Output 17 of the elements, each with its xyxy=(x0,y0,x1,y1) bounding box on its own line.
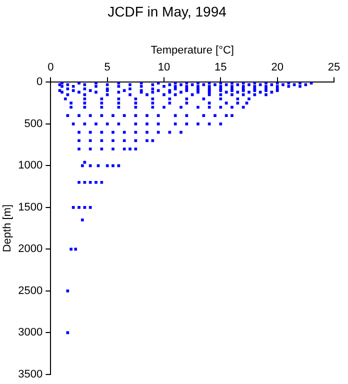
x-tick-label: 5 xyxy=(104,62,110,74)
y-tick-label: 3000 xyxy=(18,326,43,339)
y-tick-label: 1000 xyxy=(18,160,43,172)
y-tick-label: 2500 xyxy=(18,284,43,297)
y-tick-label: 1500 xyxy=(18,201,43,214)
chart-title: JCDF in May, 1994 xyxy=(108,3,227,20)
y-tick-label: 2000 xyxy=(18,243,43,256)
x-axis-title: Temperature [°C] xyxy=(150,44,234,56)
y-tick-label: 3500 xyxy=(18,368,43,380)
x-tick-label: 10 xyxy=(158,62,170,74)
x-tick-label: 15 xyxy=(214,62,227,74)
x-tick-label: 25 xyxy=(328,62,340,74)
y-tick-label: 0 xyxy=(36,76,43,88)
x-tick-label: 20 xyxy=(271,62,284,74)
x-tick-label: 0 xyxy=(48,62,54,74)
y-tick-label: 500 xyxy=(24,118,43,130)
y-axis-title: Depth [m] xyxy=(2,204,14,252)
